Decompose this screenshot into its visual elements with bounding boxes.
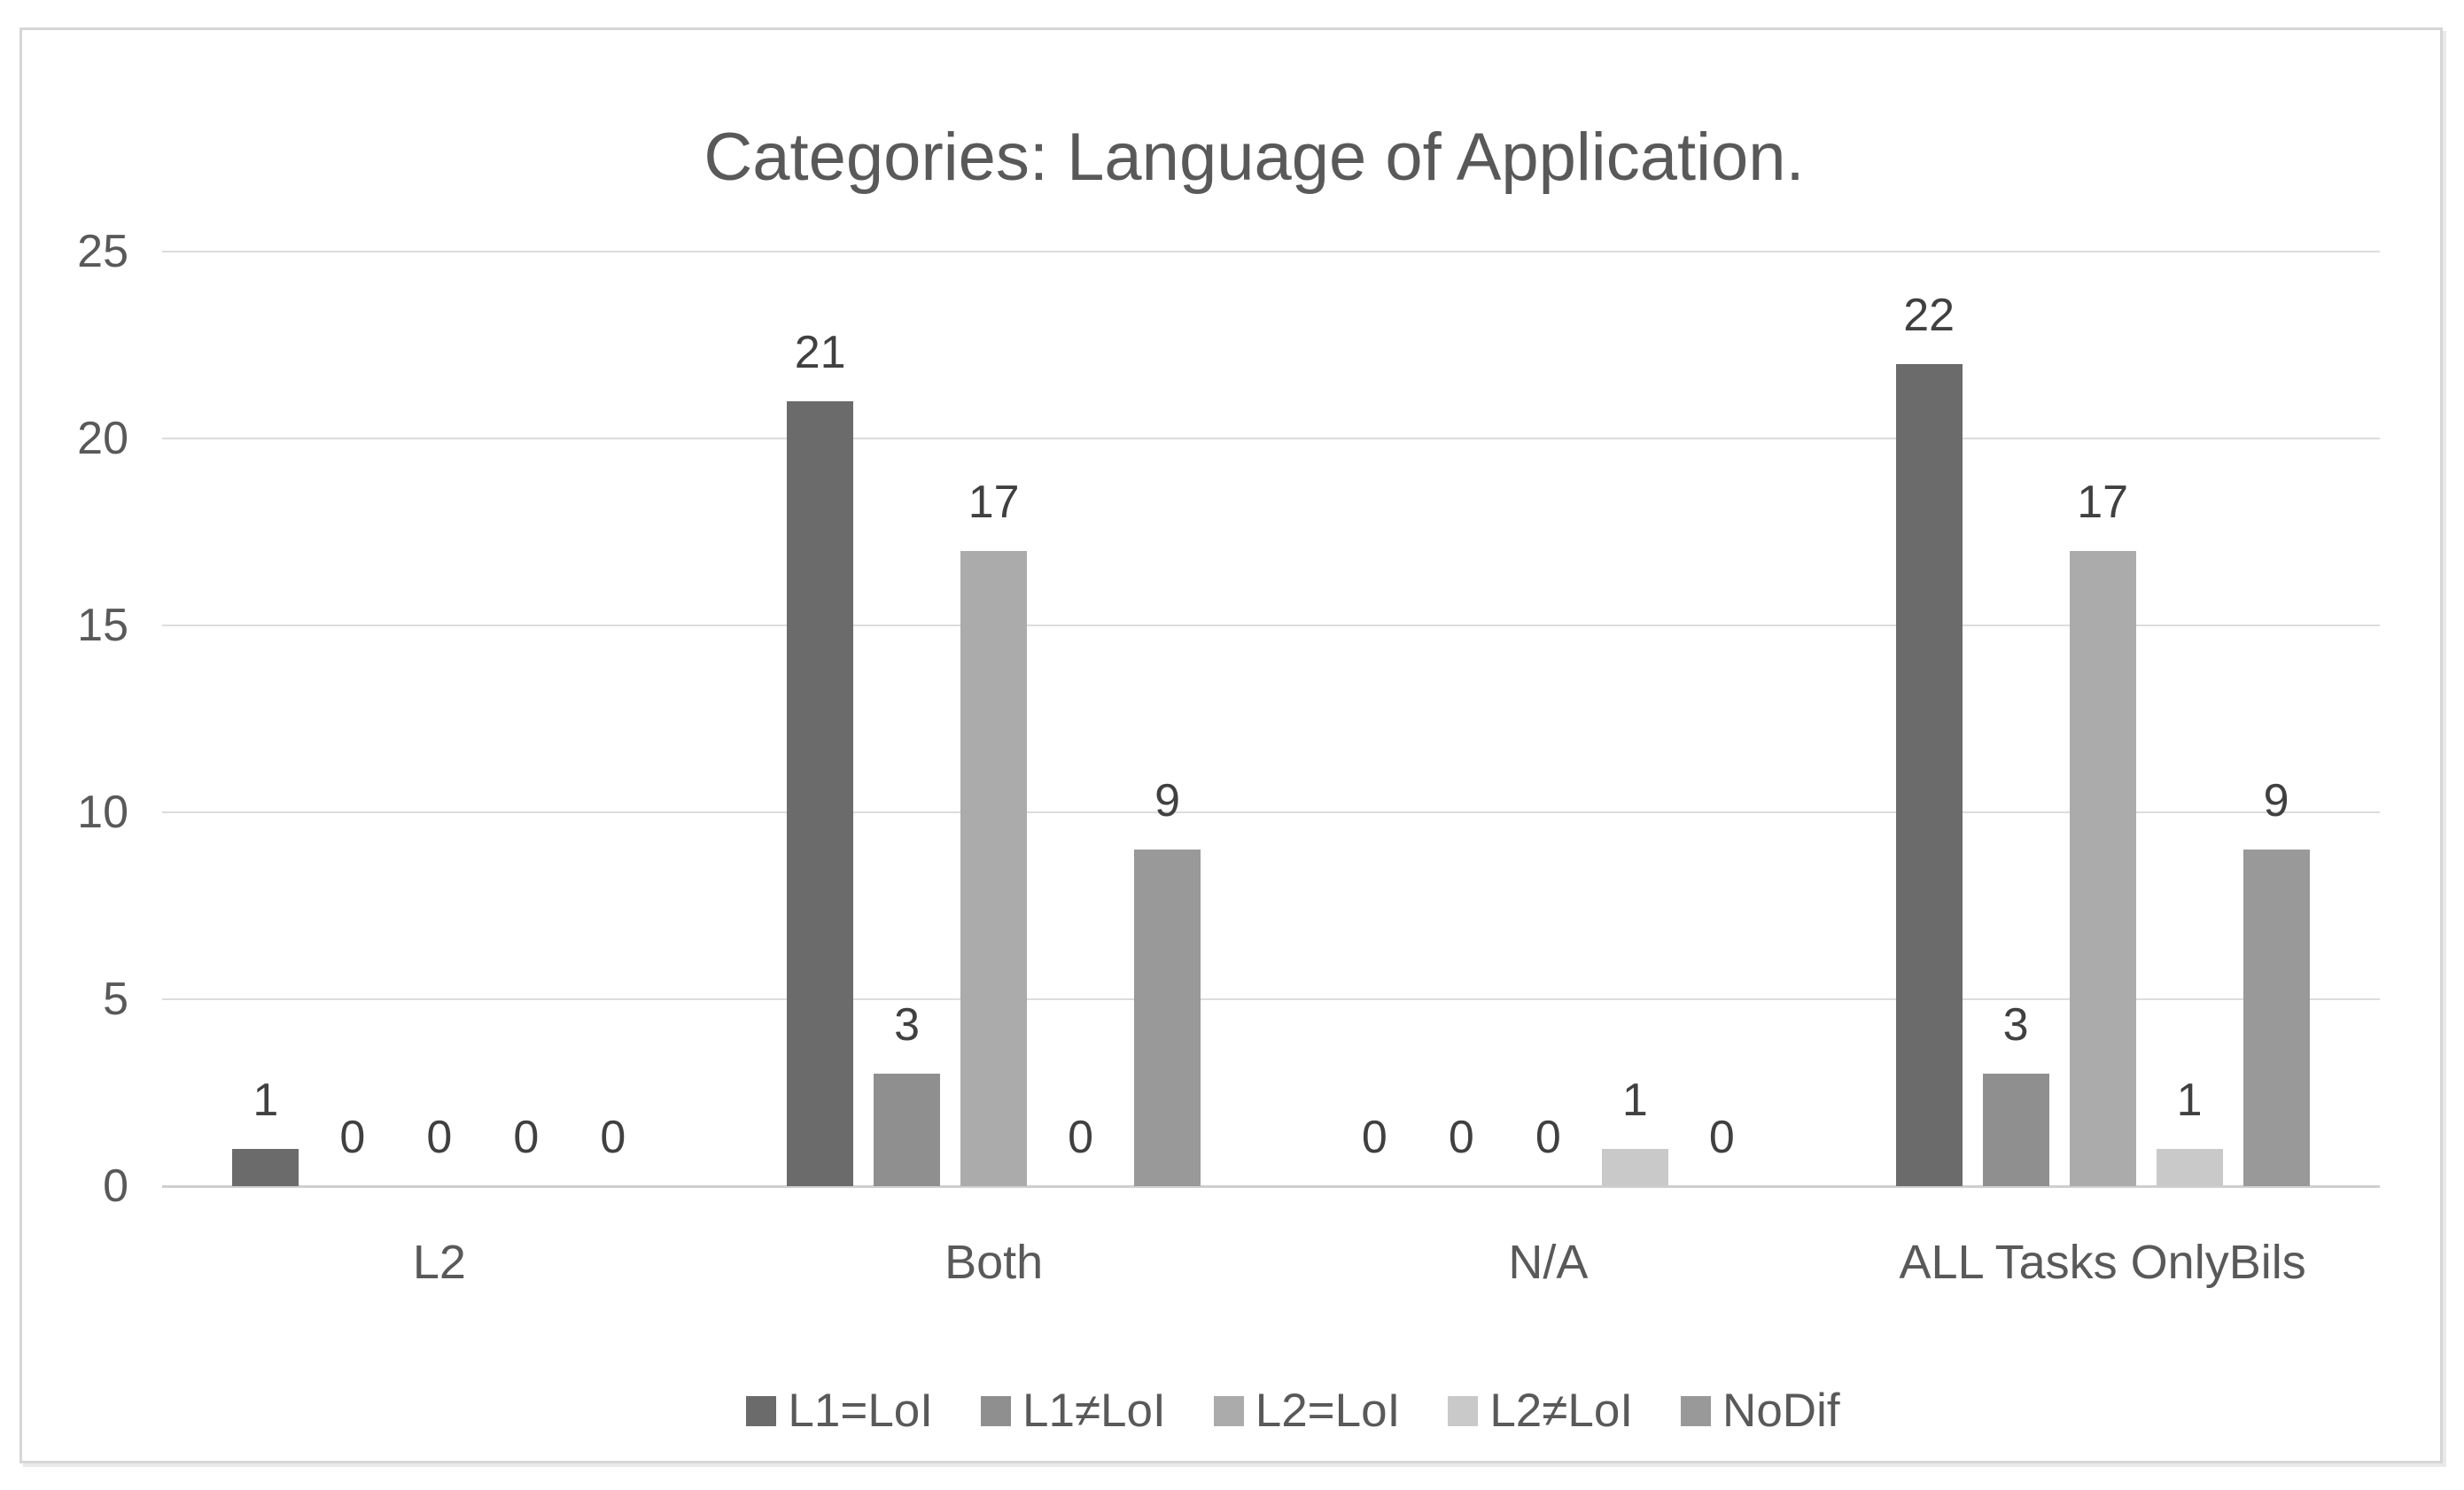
bar-Both-L1≠LoI: [874, 1074, 941, 1186]
data-label: 0: [426, 1112, 453, 1163]
y-axis-tick-label: 0: [103, 1160, 128, 1212]
legend-swatch-icon: [981, 1396, 1012, 1426]
legend-swatch-icon: [1213, 1396, 1244, 1426]
data-label: 17: [2077, 477, 2129, 528]
legend-swatch-icon: [1448, 1396, 1479, 1426]
x-axis-category-label: ALL Tasks OnlyBils: [1899, 1236, 2306, 1289]
bar-ALL Tasks OnlyBils-L2=LoI: [2069, 551, 2136, 1186]
bar-Both-L2=LoI: [960, 551, 1028, 1186]
legend-label: L1≠LoI: [1022, 1385, 1166, 1437]
legend-item-L1=LoI: L1=LoI: [746, 1385, 933, 1438]
data-label: 0: [600, 1112, 626, 1163]
chart-frame: Categories: Language of Application. 0 5 1…: [19, 27, 2443, 1463]
legend-item-NoDif: NoDif: [1681, 1385, 1840, 1438]
y-axis-tick-label: 10: [77, 787, 128, 838]
data-label: 0: [1535, 1112, 1561, 1163]
data-label: 9: [2263, 775, 2289, 826]
x-axis-category-label: Both: [944, 1236, 1044, 1289]
gridline-y-5: [162, 998, 2380, 1000]
legend-item-L2≠LoI: L2≠LoI: [1448, 1385, 1633, 1438]
legend-swatch-icon: [746, 1396, 777, 1426]
legend-item-L1≠LoI: L1≠LoI: [981, 1385, 1166, 1438]
data-label: 1: [1621, 1075, 1648, 1126]
data-label: 0: [339, 1112, 366, 1163]
legend: L1=LoI L1≠LoI L2=LoI L2≠LoI NoDif: [184, 1379, 2402, 1443]
legend-label: NoDif: [1722, 1385, 1840, 1437]
gridline-y-15: [162, 625, 2380, 626]
x-axis-category-label: N/A: [1508, 1236, 1589, 1289]
bar-L2-L1=LoI: [232, 1149, 299, 1186]
bar-N/A-L2≠LoI: [1601, 1149, 1668, 1186]
data-label: 21: [794, 327, 846, 378]
data-label: 0: [1708, 1112, 1735, 1163]
gridline-y-25: [162, 251, 2380, 252]
x-axis-category-label: L2: [412, 1236, 466, 1289]
data-label: 0: [1068, 1112, 1094, 1163]
gridline-y-10: [162, 811, 2380, 813]
data-label: 3: [894, 999, 921, 1051]
bar-Both-NoDif: [1134, 850, 1201, 1186]
bar-ALL Tasks OnlyBils-NoDif: [2242, 850, 2310, 1186]
bar-ALL Tasks OnlyBils-L1=LoI: [1895, 364, 1963, 1186]
y-axis-tick-label: 25: [77, 226, 128, 277]
y-axis-tick-label: 5: [103, 974, 128, 1025]
y-axis-tick-label: 15: [77, 600, 128, 651]
y-axis-tick-label: 20: [77, 413, 128, 464]
gridline-y-0: [162, 1185, 2380, 1188]
legend-label: L2=LoI: [1255, 1385, 1401, 1437]
bar-ALL Tasks OnlyBils-L1≠LoI: [1982, 1074, 2049, 1186]
legend-item-L2=LoI: L2=LoI: [1213, 1385, 1401, 1438]
data-label: 9: [1154, 775, 1181, 826]
data-label: 1: [2176, 1075, 2203, 1126]
data-label: 0: [1361, 1112, 1387, 1163]
legend-label: L2≠LoI: [1489, 1385, 1634, 1437]
data-label: 0: [1448, 1112, 1474, 1163]
data-label: 17: [968, 477, 1020, 528]
chart-title: Categories: Language of Application.: [703, 120, 1805, 195]
gridline-y-20: [162, 438, 2380, 439]
bar-ALL Tasks OnlyBils-L2≠LoI: [2156, 1149, 2223, 1186]
data-label: 3: [2002, 999, 2029, 1051]
data-label: 0: [513, 1112, 540, 1163]
data-label: 22: [1903, 290, 1955, 341]
legend-label: L1=LoI: [788, 1385, 934, 1437]
bar-Both-L1=LoI: [787, 401, 854, 1186]
legend-swatch-icon: [1681, 1396, 1712, 1426]
data-label: 1: [253, 1075, 279, 1126]
